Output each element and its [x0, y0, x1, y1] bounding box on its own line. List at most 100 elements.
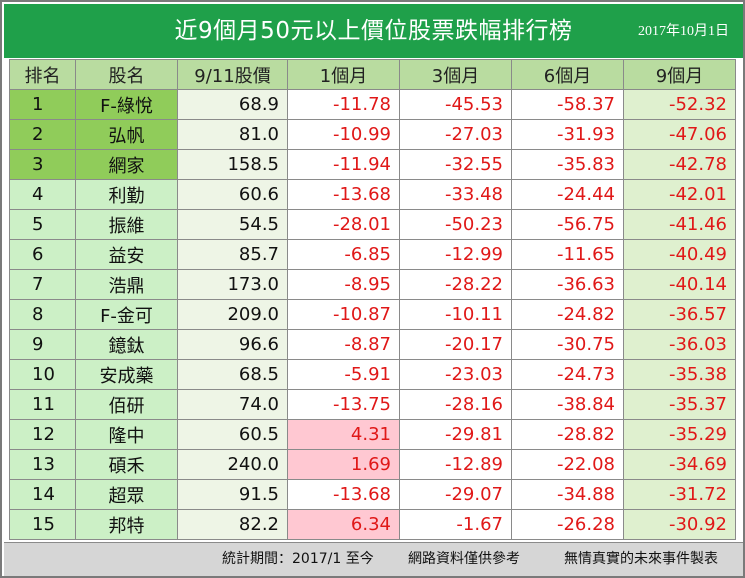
- stock-name-cell: 安成藥: [75, 359, 178, 390]
- table-title: 近9個月50元以上價位股票跌幅排行榜: [174, 18, 573, 44]
- change-9-month-cell: -34.69: [623, 449, 736, 480]
- stock-name-cell: 碩禾: [75, 449, 178, 480]
- stock-name-cell: 利勤: [75, 179, 178, 210]
- change-1-month-cell: -8.87: [287, 329, 400, 360]
- table-row: 14 超眾 91.5 -13.68 -29.07 -34.88 -31.72: [9, 479, 736, 510]
- change-3-month-cell: -28.16: [399, 389, 512, 420]
- header-row: 排名 股名 9/11股價 1個月 3個月 6個月 9個月: [9, 59, 736, 90]
- change-1-month-cell: -11.78: [287, 89, 400, 120]
- price-cell: 60.5: [177, 419, 288, 450]
- table-row: 5 振維 54.5 -28.01 -50.23 -56.75 -41.46: [9, 209, 736, 240]
- change-6-month-cell: -35.83: [511, 149, 624, 180]
- change-6-month-cell: -24.44: [511, 179, 624, 210]
- change-3-month-cell: -33.48: [399, 179, 512, 210]
- table-row: 8 F-金可 209.0 -10.87 -10.11 -24.82 -36.57: [9, 299, 736, 330]
- change-9-month-cell: -40.14: [623, 269, 736, 300]
- change-9-month-cell: -36.03: [623, 329, 736, 360]
- change-3-month-cell: -50.23: [399, 209, 512, 240]
- change-6-month-cell: -11.65: [511, 239, 624, 270]
- rank-cell: 4: [9, 179, 76, 210]
- stock-name-cell: F-綠悅: [75, 89, 178, 120]
- table-row: 2 弘帆 81.0 -10.99 -27.03 -31.93 -47.06: [9, 119, 736, 150]
- title-bar: 近9個月50元以上價位股票跌幅排行榜 2017年10月1日: [4, 4, 743, 58]
- change-3-month-cell: -29.81: [399, 419, 512, 450]
- stock-name-cell: 佰研: [75, 389, 178, 420]
- change-1-month-cell: -11.94: [287, 149, 400, 180]
- change-6-month-cell: -28.82: [511, 419, 624, 450]
- rank-cell: 1: [9, 89, 76, 120]
- price-cell: 60.6: [177, 179, 288, 210]
- price-cell: 209.0: [177, 299, 288, 330]
- price-cell: 82.2: [177, 509, 288, 540]
- change-9-month-cell: -36.57: [623, 299, 736, 330]
- change-9-month-cell: -30.92: [623, 509, 736, 540]
- stock-decline-table: 排名 股名 9/11股價 1個月 3個月 6個月 9個月 1 F-綠悅 68.9 -1…: [9, 59, 736, 540]
- table-row: 6 益安 85.7 -6.85 -12.99 -11.65 -40.49: [9, 239, 736, 270]
- header-1-month: 1個月: [287, 59, 400, 90]
- change-3-month-cell: -10.11: [399, 299, 512, 330]
- table-row: 13 碩禾 240.0 1.69 -12.89 -22.08 -34.69: [9, 449, 736, 480]
- rank-cell: 2: [9, 119, 76, 150]
- stock-name-cell: 邦特: [75, 509, 178, 540]
- change-6-month-cell: -30.75: [511, 329, 624, 360]
- rank-cell: 8: [9, 299, 76, 330]
- change-9-month-cell: -47.06: [623, 119, 736, 150]
- change-3-month-cell: -29.07: [399, 479, 512, 510]
- header-price: 9/11股價: [177, 59, 288, 90]
- change-3-month-cell: -12.89: [399, 449, 512, 480]
- stock-name-cell: 網家: [75, 149, 178, 180]
- change-1-month-cell: -28.01: [287, 209, 400, 240]
- price-cell: 91.5: [177, 479, 288, 510]
- change-1-month-cell: -10.99: [287, 119, 400, 150]
- rank-cell: 12: [9, 419, 76, 450]
- change-3-month-cell: -45.53: [399, 89, 512, 120]
- change-3-month-cell: -27.03: [399, 119, 512, 150]
- header-3-month: 3個月: [399, 59, 512, 90]
- change-1-month-cell: 4.31: [287, 419, 400, 450]
- change-1-month-cell: -13.68: [287, 179, 400, 210]
- change-1-month-cell: -10.87: [287, 299, 400, 330]
- price-cell: 74.0: [177, 389, 288, 420]
- stock-name-cell: 超眾: [75, 479, 178, 510]
- stock-name-cell: 鐿鈦: [75, 329, 178, 360]
- change-1-month-cell: -8.95: [287, 269, 400, 300]
- change-6-month-cell: -58.37: [511, 89, 624, 120]
- price-cell: 68.5: [177, 359, 288, 390]
- change-1-month-cell: -6.85: [287, 239, 400, 270]
- stock-name-cell: F-金可: [75, 299, 178, 330]
- change-6-month-cell: -38.84: [511, 389, 624, 420]
- footer: 統計期間：2017/1 至今 網路資料僅供參考 無情真實的未來事件製表: [4, 542, 743, 576]
- table-row: 9 鐿鈦 96.6 -8.87 -20.17 -30.75 -36.03: [9, 329, 736, 360]
- table-row: 15 邦特 82.2 6.34 -1.67 -26.28 -30.92: [9, 509, 736, 540]
- change-6-month-cell: -36.63: [511, 269, 624, 300]
- table-row: 10 安成藥 68.5 -5.91 -23.03 -24.73 -35.38: [9, 359, 736, 390]
- change-9-month-cell: -35.37: [623, 389, 736, 420]
- change-1-month-cell: 6.34: [287, 509, 400, 540]
- rank-cell: 6: [9, 239, 76, 270]
- footer-period: 統計期間：2017/1 至今: [222, 551, 374, 567]
- rank-cell: 3: [9, 149, 76, 180]
- price-cell: 96.6: [177, 329, 288, 360]
- price-cell: 158.5: [177, 149, 288, 180]
- table-row: 4 利勤 60.6 -13.68 -33.48 -24.44 -42.01: [9, 179, 736, 210]
- change-3-month-cell: -32.55: [399, 149, 512, 180]
- change-1-month-cell: -5.91: [287, 359, 400, 390]
- change-9-month-cell: -35.29: [623, 419, 736, 450]
- rank-cell: 15: [9, 509, 76, 540]
- change-3-month-cell: -12.99: [399, 239, 512, 270]
- change-9-month-cell: -40.49: [623, 239, 736, 270]
- header-rank: 排名: [9, 59, 76, 90]
- header-9-month: 9個月: [623, 59, 736, 90]
- change-6-month-cell: -34.88: [511, 479, 624, 510]
- footer-credit: 無情真實的未來事件製表: [564, 551, 718, 567]
- change-6-month-cell: -24.73: [511, 359, 624, 390]
- change-9-month-cell: -42.01: [623, 179, 736, 210]
- change-9-month-cell: -42.78: [623, 149, 736, 180]
- table-body: 1 F-綠悅 68.9 -11.78 -45.53 -58.37 -52.32 2 弘帆 81.0…: [9, 89, 736, 540]
- table-row: 12 隆中 60.5 4.31 -29.81 -28.82 -35.29: [9, 419, 736, 450]
- price-cell: 240.0: [177, 449, 288, 480]
- rank-cell: 9: [9, 329, 76, 360]
- change-6-month-cell: -56.75: [511, 209, 624, 240]
- price-cell: 85.7: [177, 239, 288, 270]
